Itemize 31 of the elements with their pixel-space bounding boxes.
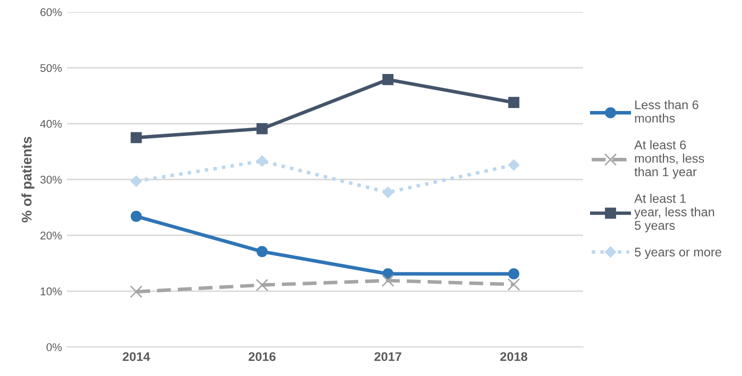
point — [130, 210, 142, 222]
point — [382, 274, 394, 287]
y-axis-title: % of patients — [21, 136, 34, 222]
y-tick-label: 60% — [40, 8, 62, 16]
point — [382, 186, 394, 198]
point — [508, 96, 520, 108]
point — [508, 278, 520, 291]
point — [256, 123, 268, 134]
point — [508, 268, 520, 280]
point — [130, 176, 142, 187]
point — [508, 159, 520, 171]
point — [130, 285, 142, 298]
y-tick-label: 20% — [40, 232, 62, 240]
x-tick-label: 2018 — [500, 352, 528, 362]
legend-label: 5 years or more — [634, 248, 722, 259]
x-tick-label: 2014 — [122, 352, 150, 362]
y-tick-label: 30% — [40, 176, 62, 184]
point — [256, 246, 268, 258]
y-tick-label: 0% — [46, 343, 62, 352]
legend-label: Less than 6 months — [635, 100, 698, 123]
y-tick-label: 50% — [40, 64, 62, 72]
y-tick-label: 40% — [40, 120, 62, 128]
legend-label: At least 6 months, less than 1 year — [634, 140, 704, 179]
x-tick-label: 2017 — [374, 352, 402, 362]
point — [130, 132, 142, 144]
legend-label: At least 1 year, less than 5 years — [634, 194, 714, 232]
point — [382, 74, 394, 86]
y-tick-label: 10% — [40, 287, 62, 296]
point — [256, 155, 268, 167]
point — [256, 278, 268, 292]
x-tick-label: 2016 — [248, 352, 276, 362]
